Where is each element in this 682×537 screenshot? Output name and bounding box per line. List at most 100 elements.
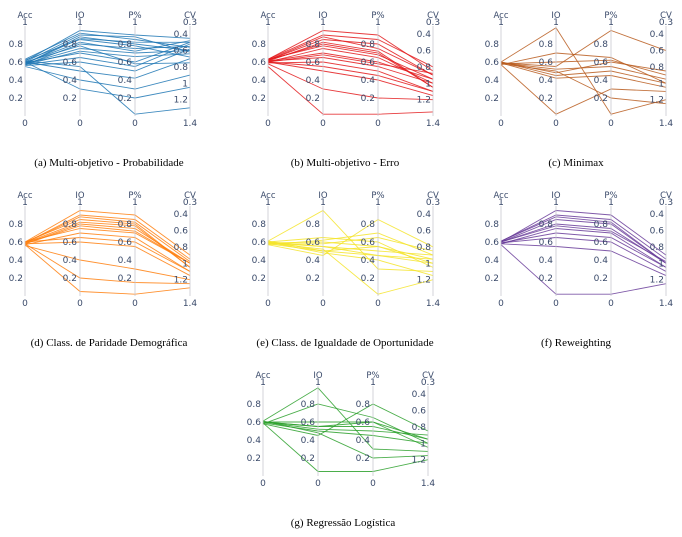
tick-label: 0.4 xyxy=(118,256,133,266)
axis-top-label: 1 xyxy=(315,378,321,388)
tick-label: 0.2 xyxy=(247,454,261,464)
tick-label: 1.4 xyxy=(659,119,674,129)
tick-label: 0.4 xyxy=(174,210,189,220)
caption-b: (b) Multi-objetivo - Erro xyxy=(290,157,400,169)
axis-title: Acc xyxy=(17,191,32,201)
axis-top-label: 1 xyxy=(320,18,326,28)
tick-label: 0.4 xyxy=(361,76,376,86)
data-line xyxy=(267,232,434,256)
tick-label: 1 xyxy=(658,259,664,269)
axis-top-label: 1 xyxy=(132,18,138,28)
chart-e: Acc 1 0.8 0.6 0.4 0.2 0 IO 1 0.8 0.6 0.4 0.2 0 P% 1 0.8 0… xyxy=(252,191,453,312)
tick-label: 0 xyxy=(315,479,321,489)
data-line xyxy=(267,237,434,268)
tick-label: 0.2 xyxy=(63,274,77,284)
tick-label: 0.2 xyxy=(301,454,315,464)
tick-label: 0.8 xyxy=(301,400,316,410)
chart-g: Acc 1 0.8 0.6 0.4 0.2 0 IO 1 0.8 0.6 0.4 0.2 0 P% 1 0.8 0… xyxy=(247,371,448,492)
tick-label: 1.2 xyxy=(650,276,664,286)
axis-title: IO xyxy=(318,191,328,201)
tick-label: 0.6 xyxy=(9,58,24,68)
tick-label: 1.2 xyxy=(174,276,188,286)
tick-label: 0.6 xyxy=(118,238,133,248)
tick-label: 0.6 xyxy=(174,47,189,57)
axis-top-label: 1 xyxy=(265,198,271,208)
data-line xyxy=(262,420,429,459)
data-line xyxy=(24,221,191,268)
data-line xyxy=(267,63,434,101)
tick-label: 0.6 xyxy=(417,227,432,237)
data-line xyxy=(500,27,667,115)
tick-label: 0.4 xyxy=(301,436,316,446)
tick-label: 0.6 xyxy=(485,58,500,68)
data-line xyxy=(500,61,667,84)
tick-label: 1.4 xyxy=(183,119,198,129)
axis-title: IO xyxy=(313,371,323,381)
data-line xyxy=(267,57,434,84)
data-line xyxy=(500,61,667,74)
tick-label: 0.2 xyxy=(118,274,132,284)
data-line xyxy=(500,243,667,276)
axis-title: P% xyxy=(604,191,617,201)
tick-label: 0.2 xyxy=(9,274,23,284)
data-line xyxy=(262,421,429,436)
tick-label: 0 xyxy=(608,119,614,129)
data-line xyxy=(267,61,434,96)
tick-label: 0.8 xyxy=(118,40,133,50)
data-line xyxy=(24,36,191,65)
tick-label: 0 xyxy=(320,119,326,129)
axis-top-label: 1 xyxy=(370,378,376,388)
axis-top-label: 1 xyxy=(320,198,326,208)
tick-label: 0.6 xyxy=(252,238,267,248)
caption-g: (g) Regressão Logística xyxy=(290,517,396,529)
tick-label: 0.8 xyxy=(63,220,78,230)
data-line xyxy=(24,40,191,64)
axis-top-label: 1 xyxy=(498,18,504,28)
tick-label: 0.6 xyxy=(594,238,609,248)
data-line xyxy=(500,228,667,268)
axis-title: Acc xyxy=(17,11,32,21)
tick-label: 0.4 xyxy=(174,30,189,40)
axis-top-label: 0.3 xyxy=(659,18,673,28)
tick-label: 0.8 xyxy=(174,243,189,253)
axis-top-label: 0.3 xyxy=(426,198,440,208)
data-line xyxy=(267,61,434,92)
axis-title: Acc xyxy=(260,191,275,201)
tick-label: 0.2 xyxy=(306,94,320,104)
tick-label: 0.8 xyxy=(252,220,267,230)
axis-top-label: 1 xyxy=(498,198,504,208)
axis-top-label: 0.3 xyxy=(426,18,440,28)
tick-label: 0.8 xyxy=(485,40,500,50)
data-line xyxy=(262,421,429,440)
data-line xyxy=(24,216,191,263)
tick-label: 0.8 xyxy=(306,40,321,50)
tick-label: 1 xyxy=(425,259,431,269)
data-line xyxy=(24,48,191,65)
tick-label: 0.4 xyxy=(594,76,609,86)
data-line xyxy=(24,232,191,272)
data-line xyxy=(267,36,434,76)
axis-title: P% xyxy=(604,11,617,21)
tick-label: 0.8 xyxy=(417,63,432,73)
tick-label: 1.2 xyxy=(174,96,188,106)
tick-label: 0.6 xyxy=(306,238,321,248)
tick-label: 1.4 xyxy=(426,299,441,309)
tick-label: 0.4 xyxy=(63,256,78,266)
data-line xyxy=(24,214,191,260)
data-line xyxy=(500,59,667,76)
tick-label: 1.2 xyxy=(412,456,426,466)
data-line xyxy=(24,61,191,99)
axis-top-label: 0.3 xyxy=(421,378,435,388)
axis-title: P% xyxy=(371,191,384,201)
data-line xyxy=(267,241,434,276)
tick-label: 0.4 xyxy=(118,76,133,86)
axis-top-label: 1 xyxy=(553,198,559,208)
data-line xyxy=(267,242,434,260)
tick-label: 0 xyxy=(370,479,376,489)
data-line xyxy=(267,61,434,92)
axis-top-label: 1 xyxy=(265,18,271,28)
tick-label: 0.8 xyxy=(412,423,427,433)
tick-label: 1.4 xyxy=(659,299,674,309)
tick-label: 0.6 xyxy=(485,238,500,248)
data-line xyxy=(267,66,434,115)
